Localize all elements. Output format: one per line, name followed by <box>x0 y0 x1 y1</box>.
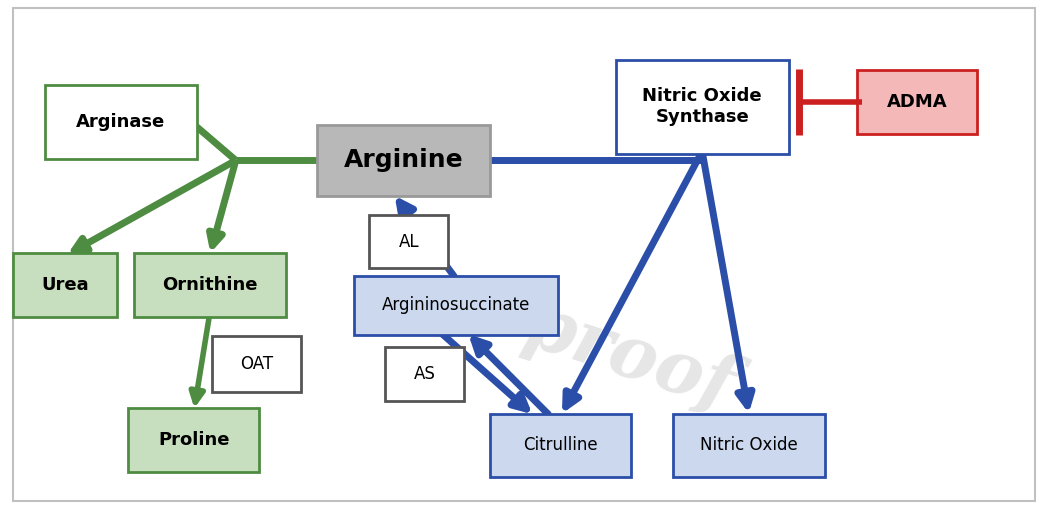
Text: Nitric Oxide: Nitric Oxide <box>700 436 799 455</box>
FancyBboxPatch shape <box>673 413 826 477</box>
Text: ADMA: ADMA <box>887 93 947 111</box>
FancyBboxPatch shape <box>44 86 197 159</box>
Text: Arginine: Arginine <box>344 148 463 173</box>
FancyBboxPatch shape <box>316 125 490 196</box>
FancyBboxPatch shape <box>13 253 117 317</box>
Text: proof: proof <box>515 289 743 423</box>
FancyBboxPatch shape <box>128 408 260 472</box>
FancyBboxPatch shape <box>386 347 464 401</box>
Text: Nitric Oxide
Synthase: Nitric Oxide Synthase <box>642 88 762 126</box>
FancyBboxPatch shape <box>490 413 631 477</box>
FancyBboxPatch shape <box>857 70 977 133</box>
Text: Citrulline: Citrulline <box>523 436 598 455</box>
Text: AS: AS <box>414 365 435 383</box>
FancyBboxPatch shape <box>354 276 558 335</box>
Text: AL: AL <box>398 233 419 251</box>
Text: Urea: Urea <box>41 276 89 294</box>
Text: Proline: Proline <box>158 431 230 449</box>
FancyBboxPatch shape <box>212 336 301 392</box>
Text: OAT: OAT <box>240 355 274 373</box>
Text: Argininosuccinate: Argininosuccinate <box>381 296 530 315</box>
Text: Arginase: Arginase <box>75 113 166 131</box>
FancyBboxPatch shape <box>134 253 285 317</box>
FancyBboxPatch shape <box>13 8 1035 501</box>
FancyBboxPatch shape <box>616 60 788 154</box>
FancyBboxPatch shape <box>369 215 449 269</box>
Text: Ornithine: Ornithine <box>161 276 258 294</box>
